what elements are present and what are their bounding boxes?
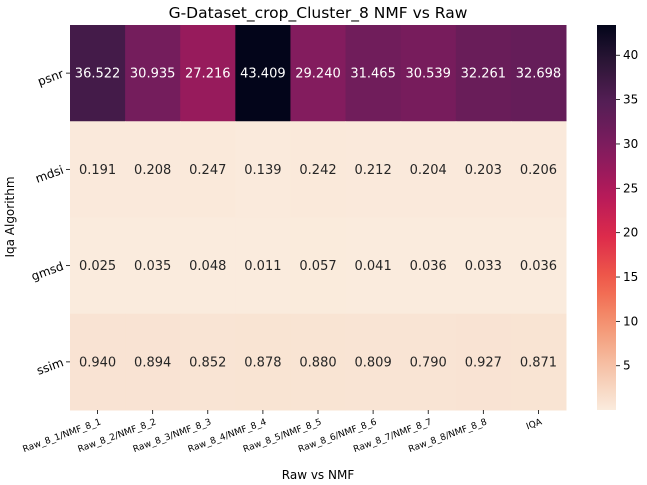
cell-value-label: 0.878 bbox=[244, 355, 281, 370]
colorbar-tick-label: 10 bbox=[623, 314, 638, 328]
cell-value-label: 0.011 bbox=[244, 259, 281, 274]
cell-value-label: 0.036 bbox=[410, 259, 447, 274]
cell-value-label: 0.203 bbox=[465, 163, 502, 178]
cell-value-label: 0.191 bbox=[79, 163, 116, 178]
cell-value-label: 0.048 bbox=[189, 259, 226, 274]
cell-value-label: 0.041 bbox=[355, 259, 392, 274]
heatmap-cell bbox=[70, 313, 126, 411]
cell-value-label: 0.035 bbox=[134, 259, 171, 274]
cell-value-label: 0.880 bbox=[299, 355, 336, 370]
y-tick-label: ssim bbox=[35, 355, 66, 378]
cell-value-label: 31.465 bbox=[350, 67, 396, 82]
heatmap-cell bbox=[345, 313, 402, 411]
colorbar-tick-label: 30 bbox=[623, 137, 638, 151]
cell-value-label: 0.790 bbox=[410, 355, 447, 370]
heatmap-cell bbox=[345, 25, 402, 122]
y-tick-label: mdsi bbox=[33, 163, 65, 186]
colorbar-ticks: 5 10 15 20 25 30 35 40 bbox=[616, 48, 638, 373]
heatmap-cell bbox=[180, 121, 236, 218]
cell-value-label: 0.894 bbox=[134, 355, 171, 370]
x-tick-label: IQA bbox=[525, 417, 544, 432]
heatmap-cell bbox=[510, 217, 567, 315]
cell-value-label: 0.204 bbox=[410, 163, 447, 178]
heatmap-cell bbox=[510, 25, 567, 122]
cell-value-label: 27.216 bbox=[185, 67, 231, 82]
heatmap-cell bbox=[235, 121, 291, 218]
heatmap-cells bbox=[70, 25, 567, 411]
heatmap-cell bbox=[70, 25, 126, 122]
cell-value-label: 29.240 bbox=[295, 67, 341, 82]
heatmap-cell bbox=[290, 313, 347, 411]
heatmap-cell bbox=[125, 217, 181, 315]
heatmap-cell bbox=[510, 313, 567, 411]
cell-value-label: 0.927 bbox=[465, 355, 502, 370]
colorbar-tick-label: 15 bbox=[623, 270, 638, 284]
cell-value-label: 0.871 bbox=[520, 355, 557, 370]
cell-value-label: 0.242 bbox=[299, 163, 336, 178]
cell-value-label: 30.935 bbox=[130, 67, 176, 82]
heatmap-cell bbox=[510, 121, 567, 218]
y-axis-label: Iqa Algorithm bbox=[3, 176, 17, 257]
colorbar-tick-label: 35 bbox=[623, 93, 638, 107]
heatmap-cell bbox=[290, 25, 347, 122]
heatmap-cell bbox=[235, 25, 291, 122]
heatmap-cell bbox=[345, 217, 402, 315]
heatmap-cell bbox=[125, 121, 181, 218]
colorbar-tick-label: 40 bbox=[623, 48, 638, 62]
cell-value-label: 0.247 bbox=[189, 163, 226, 178]
heatmap-cell bbox=[125, 25, 181, 122]
heatmap-cell bbox=[455, 217, 512, 315]
colorbar bbox=[597, 25, 616, 410]
colorbar-tick-label: 5 bbox=[623, 359, 631, 373]
heatmap-cell bbox=[290, 217, 347, 315]
heatmap-cell bbox=[235, 313, 291, 411]
heatmap-cell bbox=[70, 121, 126, 218]
heatmap-cell bbox=[235, 217, 291, 315]
heatmap-cell-labels: 36.522 30.935 27.216 43.409 29.240 31.465 30.5… bbox=[75, 67, 561, 371]
cell-value-label: 0.025 bbox=[79, 259, 116, 274]
cell-value-label: 0.809 bbox=[355, 355, 392, 370]
colorbar-tick-label: 20 bbox=[623, 226, 638, 240]
heatmap-cell bbox=[345, 121, 402, 218]
cell-value-label: 36.522 bbox=[75, 67, 121, 82]
heatmap-cell bbox=[455, 25, 512, 122]
cell-value-label: 0.940 bbox=[79, 355, 116, 370]
cell-value-label: 0.208 bbox=[134, 163, 171, 178]
y-axis-ticks: psnr mdsi gmsd ssim bbox=[29, 67, 70, 378]
cell-value-label: 43.409 bbox=[240, 67, 286, 82]
heatmap-cell bbox=[290, 121, 347, 218]
heatmap-cell bbox=[400, 121, 457, 218]
colorbar-tick-label: 25 bbox=[623, 181, 638, 195]
heatmap-cell bbox=[400, 313, 457, 411]
cell-value-label: 32.261 bbox=[461, 67, 507, 82]
cell-value-label: 32.698 bbox=[516, 67, 562, 82]
cell-value-label: 0.139 bbox=[244, 163, 281, 178]
cell-value-label: 0.852 bbox=[189, 355, 226, 370]
heatmap-cell bbox=[455, 313, 512, 411]
heatmap-cell bbox=[455, 121, 512, 218]
chart-title: G-Dataset_crop_Cluster_8 NMF vs Raw bbox=[169, 4, 468, 23]
cell-value-label: 0.033 bbox=[465, 259, 502, 274]
cell-value-label: 30.539 bbox=[405, 67, 451, 82]
heatmap-cell bbox=[400, 25, 457, 122]
heatmap-cell bbox=[400, 217, 457, 315]
heatmap-cell bbox=[125, 313, 181, 411]
heatmap-cell bbox=[180, 25, 236, 122]
heatmap-cell bbox=[70, 217, 126, 315]
cell-value-label: 0.036 bbox=[520, 259, 557, 274]
cell-value-label: 0.212 bbox=[355, 163, 392, 178]
x-axis-ticks: Raw_8_1/NMF_8_1Raw_8_2/NMF_8_2Raw_8_3/NM… bbox=[22, 410, 544, 455]
cell-value-label: 0.206 bbox=[520, 163, 557, 178]
x-axis-label: Raw vs NMF bbox=[282, 468, 355, 482]
y-tick-label: gmsd bbox=[29, 259, 65, 284]
y-tick-label: psnr bbox=[36, 67, 66, 89]
cell-value-label: 0.057 bbox=[299, 259, 336, 274]
heatmap-cell bbox=[180, 217, 236, 315]
heatmap-cell bbox=[180, 313, 236, 411]
